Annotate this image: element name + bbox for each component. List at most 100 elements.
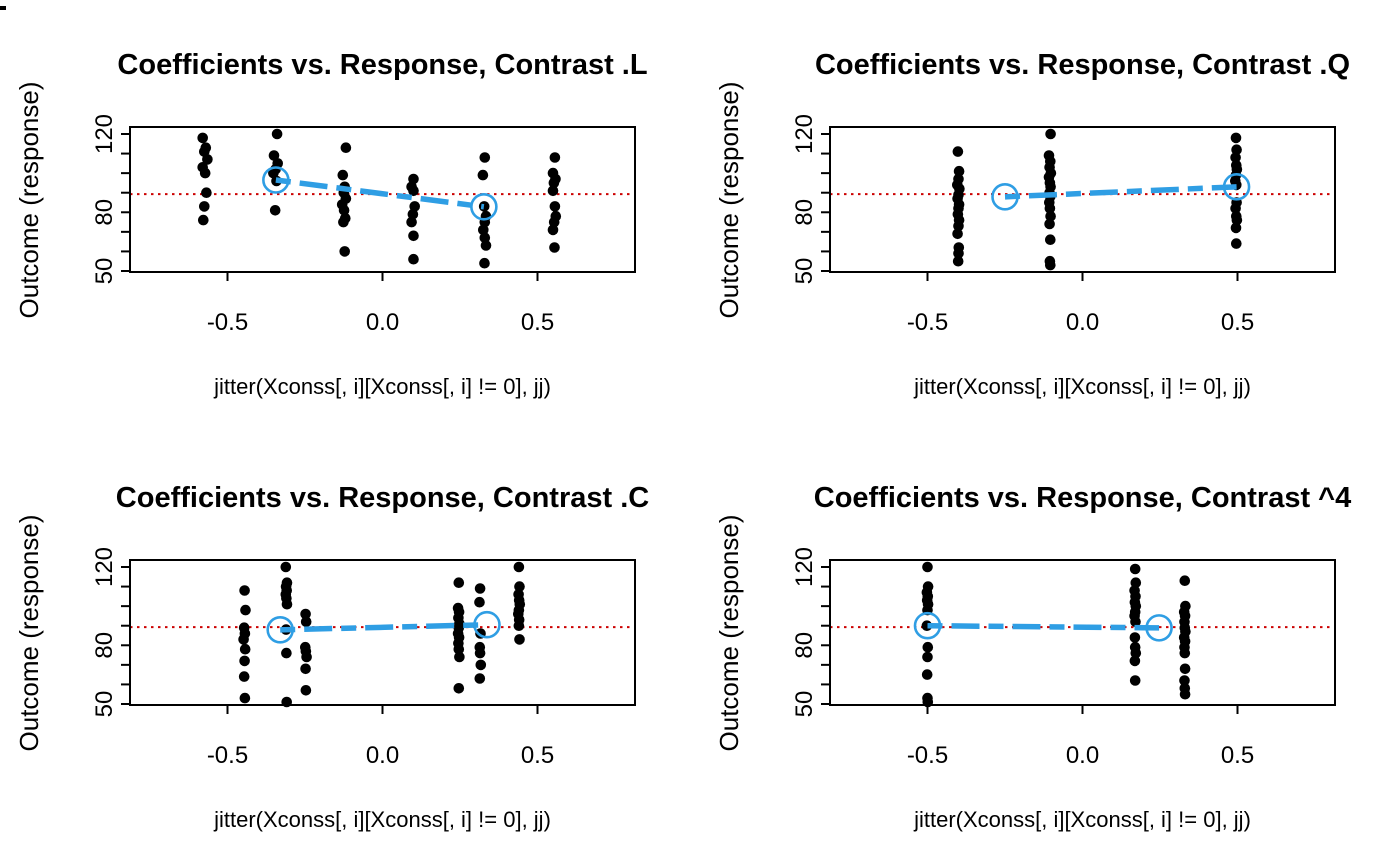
data-point (952, 146, 964, 157)
data-point (548, 177, 560, 189)
data-point (407, 208, 419, 220)
data-point (301, 651, 312, 663)
panel-title: Coefficients vs. Response, Contrast .Q (815, 49, 1350, 81)
data-point (453, 577, 465, 588)
data-point (339, 246, 351, 257)
data-point (1130, 616, 1141, 628)
y-tick-label: 80 (791, 199, 818, 226)
x-tick-label: 0.0 (366, 309, 399, 336)
x-tick-label: -0.5 (907, 742, 948, 769)
fit-line (280, 621, 488, 633)
x-tick-label: 0.0 (1066, 309, 1099, 336)
fit-point-circle (262, 166, 290, 194)
y-tick-label: 50 (791, 691, 818, 718)
x-tick-label: -0.5 (207, 742, 248, 769)
fit-point-circle (266, 616, 295, 644)
x-tick-label: 0.0 (366, 742, 399, 769)
data-point (239, 643, 251, 655)
fit-point-circle (473, 610, 501, 639)
y-tick-label: 80 (91, 632, 118, 659)
data-point (281, 647, 292, 659)
y-tick-label: 50 (91, 258, 118, 285)
data-point (1129, 563, 1141, 575)
data-point (453, 683, 465, 694)
x-tick-label: 0.0 (1066, 742, 1099, 769)
fit-point-circle (470, 193, 498, 221)
x-axis-label: jitter(Xconss[, i][Xconss[, i] != 0], jj… (213, 807, 551, 832)
data-point (953, 220, 964, 232)
data-point (1179, 663, 1191, 675)
data-point (549, 242, 560, 253)
data-point (514, 634, 525, 645)
data-point (269, 205, 281, 216)
panel-title: Coefficients vs. Response, Contrast ^4 (814, 482, 1351, 514)
data-point (197, 132, 208, 144)
data-point (239, 585, 250, 596)
panel-title: Coefficients vs. Response, Contrast .C (116, 482, 649, 514)
data-point (406, 216, 417, 228)
data-point (1179, 675, 1190, 686)
fit-line (1004, 184, 1237, 200)
data-point (202, 154, 213, 165)
plot-contrast-l: 50 80 120 -0.5 0.0 0.5 Coefficients vs. Respon… (14, 49, 648, 399)
data-point (922, 641, 934, 653)
plot-box (129, 559, 636, 706)
fit-point-circle (991, 183, 1019, 211)
data-point (280, 561, 292, 573)
data-point (239, 692, 251, 704)
data-point (474, 596, 485, 608)
fit-point-circle (1222, 173, 1251, 201)
panel-contrast-4: 50 80 120 -0.5 0.0 0.5 Coefficients vs. Respon… (700, 433, 1400, 866)
plot-contrast-4: 50 80 120 -0.5 0.0 0.5 Coefficients vs. Respon… (714, 482, 1351, 832)
data-point (300, 663, 311, 675)
y-tick-label: 80 (91, 199, 118, 226)
fit-point-circle (1145, 614, 1173, 642)
data-point (549, 152, 561, 163)
data-point (953, 248, 964, 259)
data-point (474, 647, 486, 659)
data-point (952, 228, 963, 240)
data-point (408, 185, 419, 197)
data-point (1129, 655, 1141, 667)
y-axis-label: Outcome (response) (714, 515, 744, 752)
data-point (1230, 203, 1241, 214)
data-point (300, 685, 312, 696)
data-point (240, 604, 251, 616)
panel-title: Coefficients vs. Response, Contrast .L (117, 49, 647, 81)
data-point (513, 620, 525, 631)
data-point (1231, 238, 1242, 249)
data-point (1230, 132, 1242, 144)
data-point (921, 669, 933, 680)
y-tick-label: 80 (791, 632, 818, 659)
data-point (1045, 128, 1056, 140)
data-point (1129, 675, 1141, 686)
data-point (1179, 575, 1191, 586)
data-point (1045, 210, 1056, 222)
data-point (478, 201, 490, 212)
data-point (514, 581, 525, 592)
data-point (337, 169, 349, 181)
fit-line (275, 177, 485, 210)
data-point (453, 643, 465, 655)
data-point (198, 214, 209, 226)
x-tick-label: 0.5 (521, 309, 554, 336)
y-axis-label: Outcome (response) (714, 82, 744, 319)
data-point (201, 187, 212, 198)
data-point (271, 128, 283, 140)
data-point (239, 655, 250, 667)
data-point (1179, 647, 1191, 659)
y-axis-label: Outcome (response) (14, 82, 44, 319)
data-point (952, 255, 964, 267)
plot-contrast-q: 50 80 120 -0.5 0.0 0.5 Coefficients vs. Respon… (714, 49, 1350, 399)
data-point (1230, 152, 1241, 163)
x-tick-label: 0.5 (1221, 742, 1254, 769)
data-point (479, 232, 491, 243)
data-point (238, 634, 249, 645)
data-point (474, 583, 486, 594)
y-axis-label: Outcome (response) (14, 515, 44, 752)
data-point (513, 561, 525, 573)
data-point (1130, 577, 1142, 588)
x-tick-label: 0.5 (1221, 309, 1254, 336)
data-point (338, 205, 350, 216)
